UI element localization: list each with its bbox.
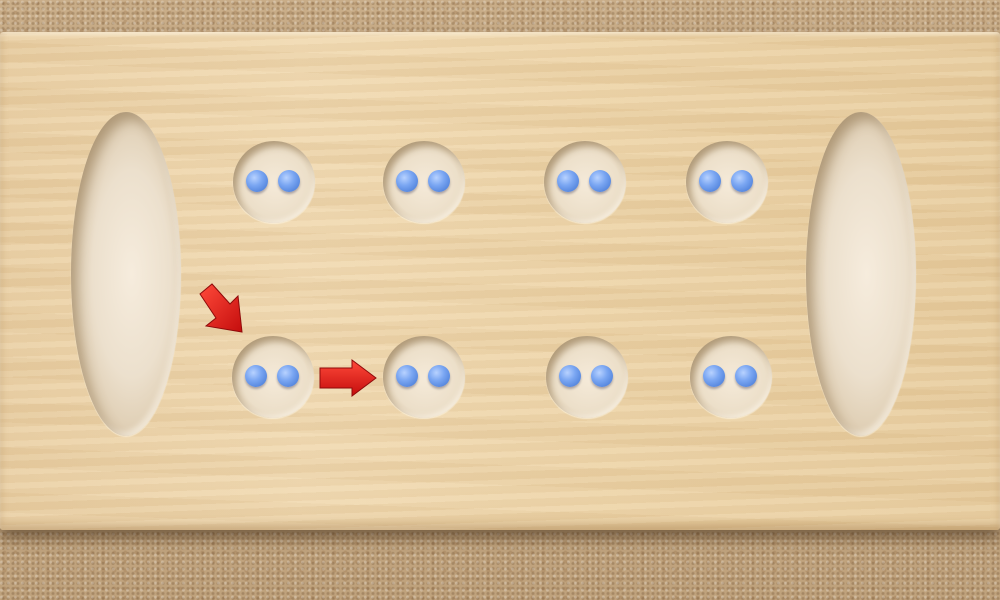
seed bbox=[731, 170, 753, 192]
seed bbox=[589, 170, 611, 192]
seed bbox=[699, 170, 721, 192]
top-pit-2[interactable] bbox=[383, 141, 465, 223]
seed bbox=[278, 170, 300, 192]
right-store[interactable] bbox=[806, 112, 916, 436]
bottom-pit-1[interactable] bbox=[232, 336, 314, 418]
seed bbox=[246, 170, 268, 192]
seed bbox=[735, 365, 757, 387]
seed bbox=[591, 365, 613, 387]
hint-arrow-right-icon bbox=[319, 359, 377, 397]
seed bbox=[428, 365, 450, 387]
bottom-pit-4[interactable] bbox=[690, 336, 772, 418]
seed bbox=[559, 365, 581, 387]
bottom-pit-2[interactable] bbox=[383, 336, 465, 418]
bottom-pit-3[interactable] bbox=[546, 336, 628, 418]
seed bbox=[428, 170, 450, 192]
seed bbox=[245, 365, 267, 387]
top-pit-3[interactable] bbox=[544, 141, 626, 223]
seed bbox=[396, 170, 418, 192]
top-pit-4[interactable] bbox=[686, 141, 768, 223]
seed bbox=[277, 365, 299, 387]
hint-arrow-down-right-icon bbox=[199, 283, 243, 333]
top-pit-1[interactable] bbox=[233, 141, 315, 223]
seed bbox=[703, 365, 725, 387]
seed bbox=[557, 170, 579, 192]
seed bbox=[396, 365, 418, 387]
left-store[interactable] bbox=[71, 112, 181, 436]
